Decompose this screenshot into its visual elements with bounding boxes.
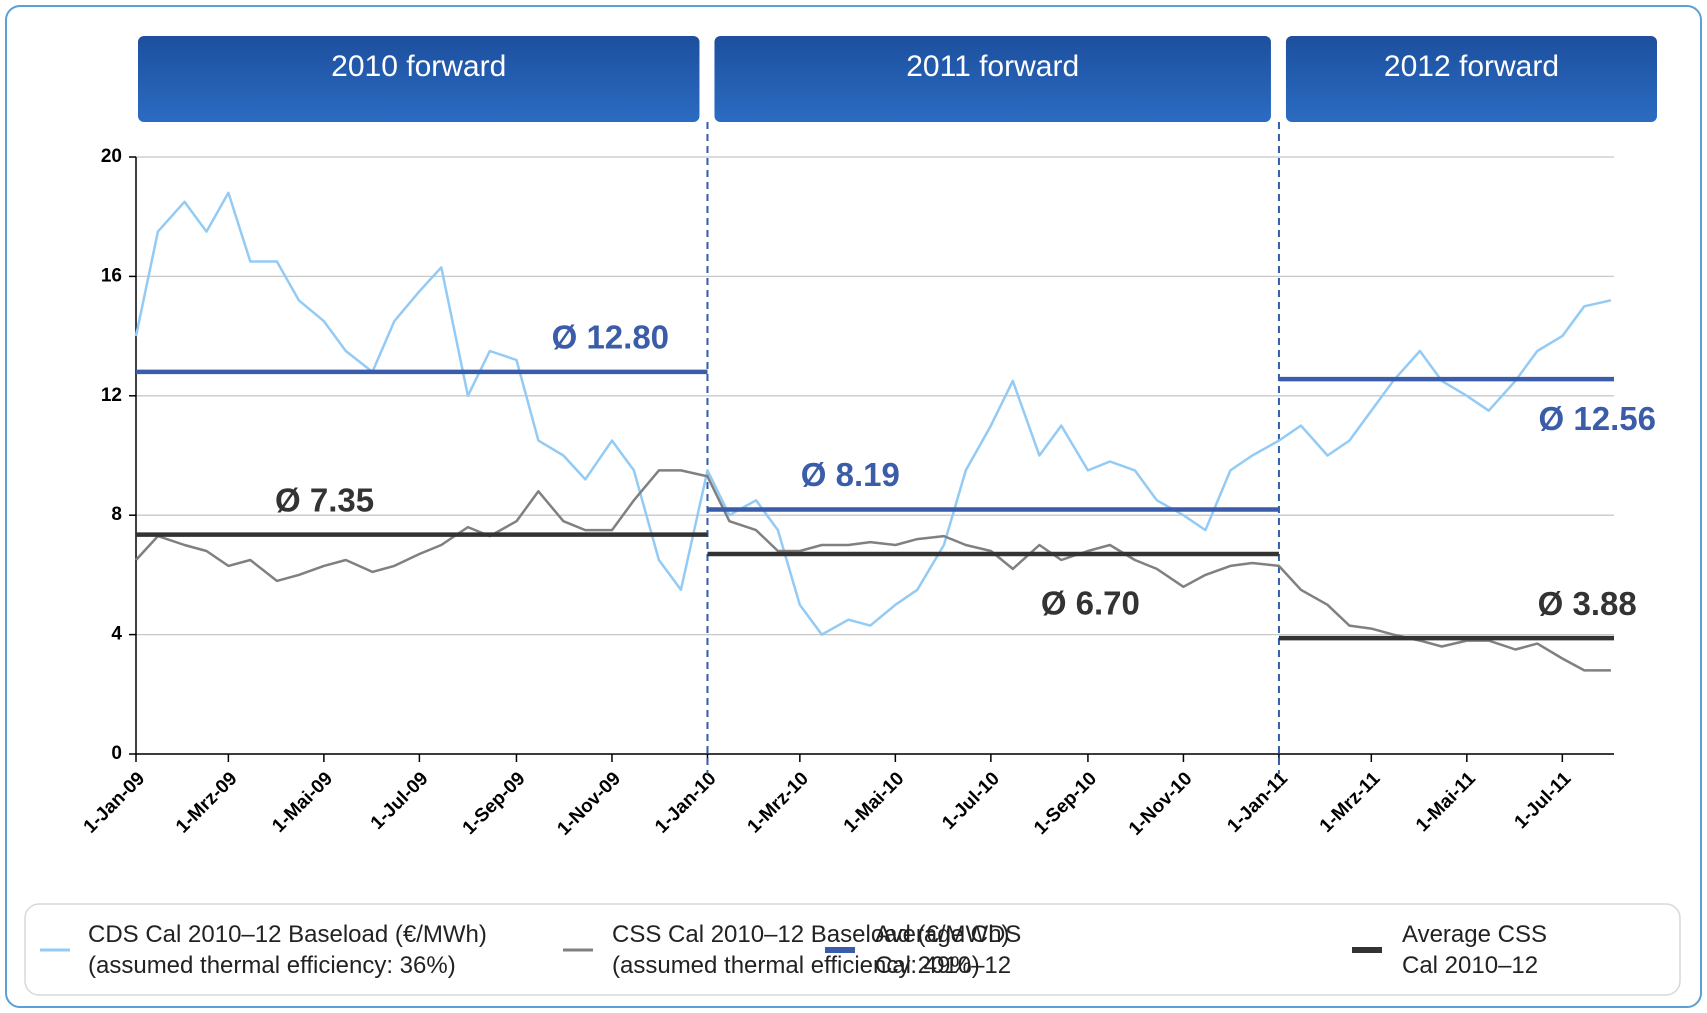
average-label: Ø 3.88 xyxy=(1538,585,1637,622)
y-tick-label: 16 xyxy=(101,265,122,286)
period-header xyxy=(138,36,700,122)
legend-label: CSS Cal 2010–12 Baseload (€/MWh) (assume… xyxy=(612,921,1010,979)
data-line xyxy=(134,191,1612,636)
data-line xyxy=(135,469,1611,672)
period-label: 2011 forward xyxy=(906,50,1079,83)
period-header xyxy=(1285,36,1657,122)
period-header xyxy=(714,36,1271,122)
legend-label: CDS Cal 2010–12 Baseload (€/MWh) (assume… xyxy=(88,921,487,979)
average-label: Ø 6.70 xyxy=(1041,585,1140,622)
y-tick-label: 20 xyxy=(101,146,122,167)
average-label: Ø 12.80 xyxy=(552,319,669,356)
y-tick-label: 4 xyxy=(111,624,122,645)
y-tick-label: 12 xyxy=(101,385,122,406)
period-label: 2012 forward xyxy=(1384,50,1559,83)
average-label: Ø 12.56 xyxy=(1539,400,1656,437)
average-label: Ø 8.19 xyxy=(801,456,900,493)
frame xyxy=(5,5,1702,1008)
period-label: 2010 forward xyxy=(331,50,506,83)
average-label: Ø 7.35 xyxy=(275,481,374,518)
legend-label: Average CDS Cal 2010–12 xyxy=(875,921,1022,979)
y-tick-label: 0 xyxy=(111,743,122,764)
y-tick-label: 8 xyxy=(111,504,122,525)
legend-label: Average CSS Cal 2010–12 xyxy=(1402,921,1547,979)
